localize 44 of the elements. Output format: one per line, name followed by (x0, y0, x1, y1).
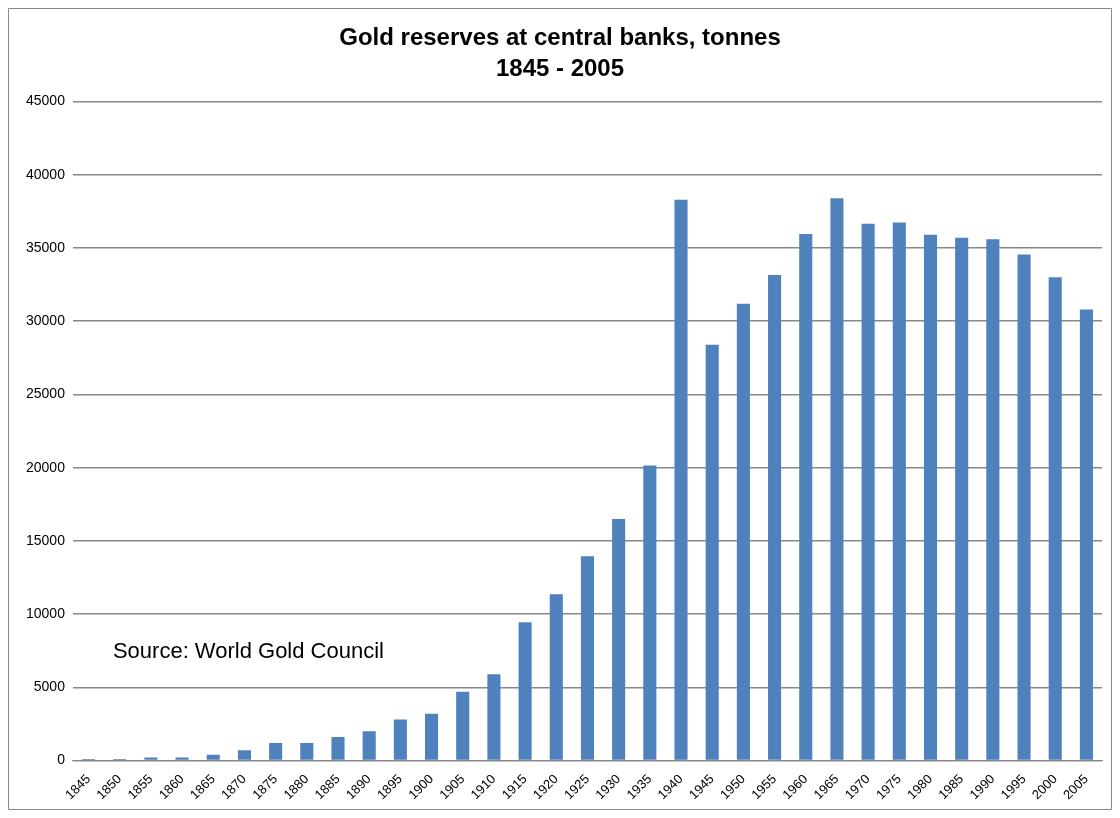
bar (456, 691, 470, 760)
bar (768, 275, 782, 760)
chart-subtitle: 1845 - 2005 (495, 53, 625, 81)
bar (892, 222, 906, 760)
bar (362, 731, 376, 760)
bar (206, 754, 220, 760)
bar (986, 239, 1000, 760)
y-tick-label: 45000 (25, 92, 66, 109)
y-tick-label: 35000 (25, 238, 66, 255)
y-tick-label: 0 (57, 751, 66, 768)
bar (1048, 277, 1062, 760)
bar (612, 518, 626, 760)
y-tick-label: 25000 (25, 385, 66, 402)
bar (580, 556, 595, 760)
y-tick-label: 5000 (33, 678, 66, 695)
bar (487, 674, 501, 760)
bar (736, 303, 750, 760)
y-tick-label: 10000 (25, 604, 66, 621)
bar (861, 223, 875, 760)
y-tick-label: 40000 (25, 165, 66, 182)
bar (799, 234, 813, 760)
bar (955, 237, 969, 760)
bar (425, 713, 439, 760)
bar (830, 198, 844, 760)
bar (1079, 309, 1093, 760)
chart-title: Gold reserves at central banks, tonnes (339, 23, 781, 51)
annotation: Source: World Gold Council (112, 637, 384, 663)
bar (643, 465, 657, 760)
bar (237, 750, 251, 760)
bar (300, 742, 314, 760)
y-tick-label: 15000 (25, 531, 66, 548)
bar (923, 234, 938, 760)
bar (175, 757, 189, 760)
y-tick-label: 20000 (25, 458, 66, 475)
bar (393, 719, 407, 760)
bar (549, 594, 563, 760)
bar (1017, 254, 1031, 760)
bar (331, 737, 345, 760)
bar (269, 742, 283, 760)
bar (144, 757, 158, 760)
y-tick-label: 30000 (25, 312, 66, 329)
bar (705, 344, 719, 760)
bar (674, 199, 688, 760)
bar (518, 622, 532, 760)
